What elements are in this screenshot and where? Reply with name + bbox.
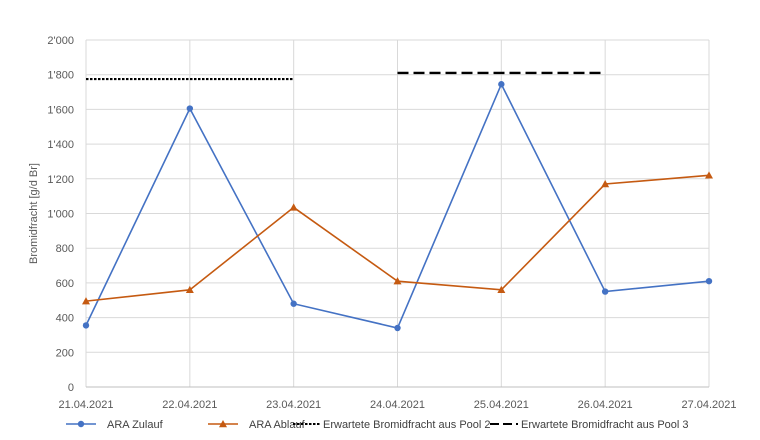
grid-lines — [85, 39, 710, 387]
data-point — [186, 105, 194, 112]
x-tick-label: 21.04.2021 — [58, 399, 113, 411]
x-tick-label: 25.04.2021 — [474, 399, 529, 411]
series-ara-ablauf — [82, 171, 713, 305]
y-tick-label: 1'400 — [47, 139, 74, 151]
data-point — [705, 171, 713, 179]
data-point — [77, 420, 85, 428]
tick-labels: 0 200 400 600 800 1'000 1'200 1'400 1'600 1'800 2'… — [47, 35, 736, 411]
series-group — [82, 71, 713, 332]
data-point — [393, 277, 402, 285]
x-tick-label: 24.04.2021 — [370, 399, 425, 411]
legend-item: Erwartete Bromidfracht aus Pool 3 — [490, 419, 689, 431]
data-point — [497, 285, 506, 294]
data-point — [498, 81, 505, 88]
legend-item: Erwartete Bromidfracht aus Pool 2 — [293, 419, 491, 431]
legend-label: ARA Ablauf — [249, 419, 306, 431]
data-point — [705, 277, 713, 285]
x-tick-label: 26.04.2021 — [578, 399, 633, 411]
y-axis-label: Bromidfracht [g/d Br] — [28, 163, 40, 264]
data-point — [289, 203, 298, 211]
y-tick-label: 2'000 — [47, 35, 74, 47]
y-tick-label: 200 — [56, 347, 74, 359]
y-tick-label: 400 — [56, 313, 74, 325]
series-ara-zulauf — [82, 81, 713, 332]
y-tick-label: 0 — [68, 382, 74, 394]
x-tick-label: 23.04.2021 — [266, 399, 321, 411]
data-point — [290, 300, 297, 307]
y-tick-label: 1'200 — [47, 174, 74, 186]
data-point — [601, 180, 610, 188]
data-point — [601, 288, 609, 295]
y-tick-label: 1'600 — [47, 104, 74, 116]
legend: ARA Zulauf ARA Ablauf Erwartete Bromidfrac… — [66, 419, 689, 431]
data-point — [82, 322, 90, 329]
y-tick-label: 800 — [56, 243, 74, 255]
data-point — [185, 285, 194, 294]
data-point — [82, 297, 90, 305]
data-point — [219, 420, 227, 428]
y-tick-label: 1'800 — [47, 70, 74, 82]
legend-label: Erwartete Bromidfracht aus Pool 3 — [521, 419, 689, 431]
y-tick-label: 1'000 — [47, 209, 74, 221]
y-tick-label: 600 — [56, 278, 74, 290]
legend-label: ARA Zulauf — [107, 419, 164, 431]
x-tick-label: 22.04.2021 — [162, 399, 217, 411]
x-tick-label: 27.04.2021 — [681, 399, 736, 411]
legend-item: ARA Zulauf — [66, 419, 164, 431]
legend-item: ARA Ablauf — [208, 419, 306, 431]
legend-label: Erwartete Bromidfracht aus Pool 2 — [323, 419, 491, 431]
data-point — [394, 324, 401, 332]
